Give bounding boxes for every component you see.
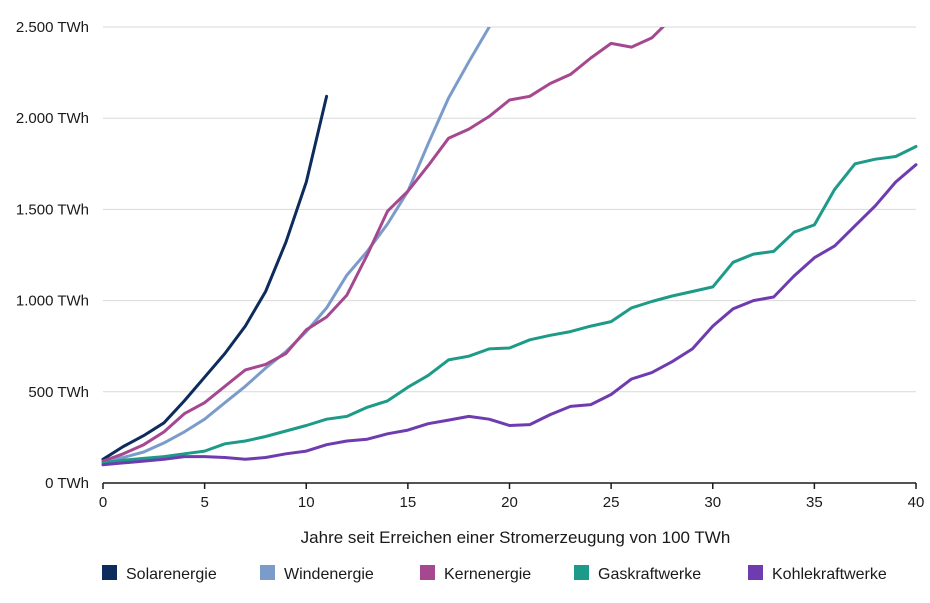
y-tick-label: 1.000 TWh bbox=[16, 293, 89, 310]
legend-swatch bbox=[748, 565, 763, 580]
y-tick-label: 0 TWh bbox=[45, 475, 89, 492]
legend: Solarenergie Windenergie Kernenergie Gaskra… bbox=[102, 565, 887, 583]
x-tick-label: 25 bbox=[603, 494, 620, 511]
legend-label: Gaskraftwerke bbox=[598, 566, 701, 583]
x-tick-label: 35 bbox=[806, 494, 823, 511]
series-line-solarenergie bbox=[101, 94, 329, 461]
grid-lines bbox=[103, 26, 916, 393]
x-tick-label: 10 bbox=[298, 494, 315, 511]
y-tick-label: 1.500 TWh bbox=[16, 201, 89, 218]
x-tick-label: 5 bbox=[200, 494, 208, 511]
series-line-gaskraftwerke bbox=[101, 145, 918, 465]
series-line-kernenergie bbox=[101, 27, 666, 463]
legend-swatch bbox=[260, 565, 275, 580]
y-tick-label: 2.500 TWh bbox=[16, 19, 89, 36]
x-tick-label: 20 bbox=[501, 494, 518, 511]
x-axis-ticks: 0 5 10 15 20 25 30 35 40 bbox=[99, 483, 925, 511]
legend-swatch bbox=[420, 565, 435, 580]
legend-swatch bbox=[574, 565, 589, 580]
legend-item: Kohlekraftwerke bbox=[748, 565, 887, 583]
legend-label: Kernenergie bbox=[444, 566, 531, 583]
x-tick-label: 30 bbox=[704, 494, 721, 511]
series-line-windenergie bbox=[101, 27, 491, 463]
legend-label: Windenergie bbox=[284, 566, 374, 583]
x-tick-label: 0 bbox=[99, 494, 107, 511]
y-tick-label: 500 TWh bbox=[28, 384, 89, 401]
series-lines bbox=[101, 27, 918, 467]
x-tick-label: 40 bbox=[908, 494, 925, 511]
legend-item: Solarenergie bbox=[102, 565, 217, 583]
legend-item: Kernenergie bbox=[420, 565, 531, 583]
series-line-kohlekraftwerke bbox=[101, 163, 918, 467]
y-tick-label: 2.000 TWh bbox=[16, 110, 89, 127]
x-tick-label: 15 bbox=[400, 494, 417, 511]
legend-item: Gaskraftwerke bbox=[574, 565, 701, 583]
legend-label: Kohlekraftwerke bbox=[772, 566, 887, 583]
legend-item: Windenergie bbox=[260, 565, 374, 583]
y-axis-tick-labels: 0 TWh 500 TWh 1.000 TWh 1.500 TWh 2.000 TWh 2… bbox=[16, 19, 89, 492]
legend-label: Solarenergie bbox=[126, 566, 217, 583]
x-axis-title: Jahre seit Erreichen einer Stromerzeugun… bbox=[301, 528, 731, 547]
legend-swatch bbox=[102, 565, 117, 580]
